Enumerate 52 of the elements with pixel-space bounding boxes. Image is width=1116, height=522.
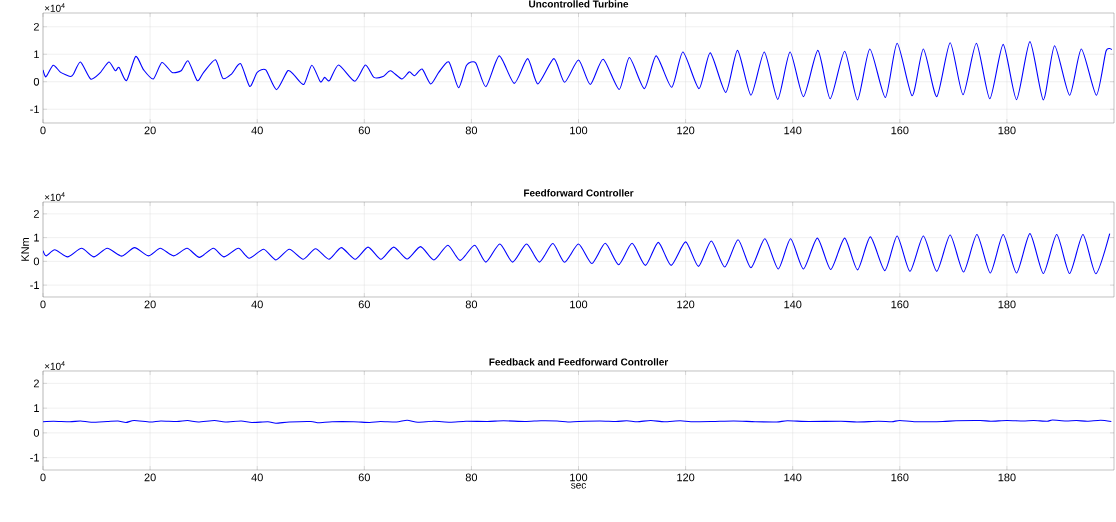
x-tick-label: 180 — [998, 300, 1016, 309]
x-tick-label: 20 — [144, 300, 156, 309]
x-tick-label: 160 — [891, 300, 909, 309]
y-axis-title: KNm — [21, 238, 29, 261]
x-tick-label: 100 — [570, 300, 588, 309]
text: ×10$^{4}$ — [44, 361, 65, 370]
x-tick-label: 80 — [465, 473, 478, 482]
x-tick-label: 40 — [251, 300, 263, 309]
y-tick-label: 1 — [34, 233, 39, 242]
y-tick-label: 1 — [34, 50, 39, 59]
x-tick-label: 80 — [465, 126, 478, 135]
chart-title: Feedforward Controller — [524, 189, 634, 197]
x-tick-label: 120 — [677, 126, 695, 135]
x-tick-label: 140 — [784, 473, 802, 482]
y-tick-label: 2 — [33, 210, 39, 218]
y-tick-label: -1 — [30, 281, 39, 289]
x-tick-label: 60 — [358, 126, 370, 135]
x-tick-label: 160 — [891, 126, 909, 135]
y-tick-label: 0 — [33, 77, 40, 86]
line-series — [43, 233, 1111, 275]
y-tick-label: -1 — [30, 105, 39, 114]
x-tick-label: 180 — [998, 473, 1016, 482]
x-tick-label: 100 — [570, 473, 588, 482]
y-tick-label: 1 — [34, 404, 39, 412]
y-tick-label: 2 — [33, 379, 39, 388]
x-tick-label: 0 — [40, 300, 46, 309]
x-tick-label: 140 — [784, 126, 802, 135]
y-tick-label: 0 — [33, 429, 40, 437]
x-tick-label: 120 — [677, 300, 695, 309]
x-tick-label: 100 — [570, 126, 588, 135]
line-series — [43, 41, 1113, 101]
x-tick-label: 80 — [465, 300, 478, 309]
x-tick-label: 20 — [144, 126, 156, 135]
y-tick-label: 0 — [33, 257, 40, 266]
x-tick-label: 20 — [144, 473, 156, 482]
x-tick-label: 60 — [358, 473, 370, 482]
x-axis-title: sec — [571, 483, 586, 489]
y-tick-label: 2 — [33, 22, 39, 31]
x-tick-label: 0 — [40, 473, 46, 482]
x-tick-label: 140 — [784, 300, 802, 309]
text: ×10$^{4}$ — [44, 192, 65, 201]
text: ×10$^{4}$ — [44, 3, 65, 12]
chart-title: Feedback and Feedforward Controller — [489, 358, 669, 366]
x-tick-label: 160 — [891, 473, 909, 482]
x-tick-label: 180 — [998, 126, 1016, 135]
y-tick-label: -1 — [30, 453, 39, 462]
x-tick-label: 0 — [40, 126, 46, 135]
x-tick-label: 120 — [677, 473, 695, 482]
x-tick-label: 40 — [251, 126, 263, 135]
chart-title: Uncontrolled Turbine — [529, 0, 629, 8]
x-tick-label: 60 — [358, 300, 370, 309]
x-tick-label: 40 — [251, 473, 263, 482]
